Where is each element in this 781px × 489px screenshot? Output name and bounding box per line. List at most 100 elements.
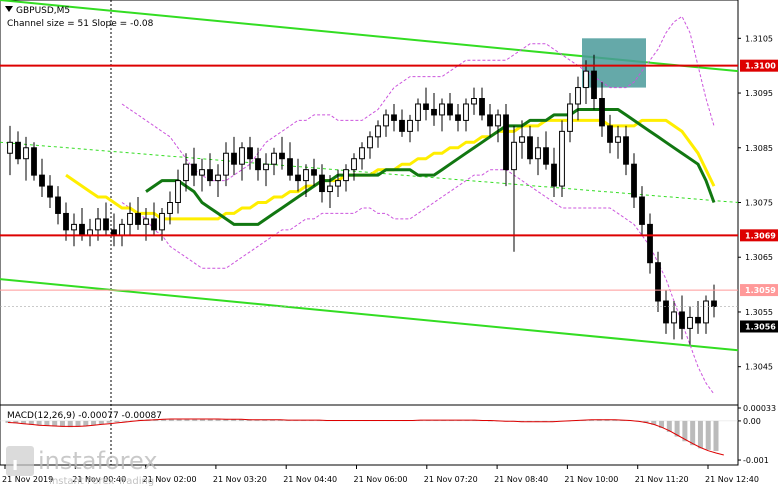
macd-histogram-bar xyxy=(114,420,120,423)
macd-histogram-bar xyxy=(705,420,711,450)
macd-histogram-bar xyxy=(254,419,260,421)
candle xyxy=(655,251,661,312)
candle-body-down xyxy=(279,152,285,160)
candle-body-up xyxy=(511,141,517,171)
candle xyxy=(503,103,509,187)
candle xyxy=(359,142,365,170)
candle-body-up xyxy=(271,152,277,165)
y-tick-label: 1.3045 xyxy=(745,363,773,372)
candle xyxy=(263,153,269,187)
macd-histogram-bar xyxy=(643,420,649,423)
candle xyxy=(295,158,301,192)
candle-body-down xyxy=(431,108,437,116)
level-price-box xyxy=(740,229,778,242)
macd-histogram-bar xyxy=(589,419,595,421)
candle-body-down xyxy=(15,141,21,160)
candle-body-down xyxy=(455,114,461,121)
candle xyxy=(703,295,709,334)
candle-body-down xyxy=(311,169,317,176)
candle-body-up xyxy=(407,119,413,132)
macd-histogram-bar xyxy=(674,420,680,437)
candle xyxy=(215,164,221,198)
macd-histogram-bar xyxy=(91,420,97,426)
macd-histogram-bar xyxy=(612,419,618,421)
x-tick-label: 21 Nov 07:20 xyxy=(424,475,478,484)
candle-body-down xyxy=(295,174,301,182)
macd-signal-line xyxy=(7,418,724,456)
candle xyxy=(343,164,349,192)
candle xyxy=(31,142,37,181)
candle xyxy=(679,295,685,340)
candle xyxy=(103,202,109,236)
candle-body-down xyxy=(423,103,429,110)
candle-body-down xyxy=(527,136,533,160)
candle-body-up xyxy=(415,103,421,121)
levels-layer: 1.3100 1.3069 1.3059 1.3056 xyxy=(0,59,778,333)
candle xyxy=(399,109,405,137)
instaforex-watermark: ı instaforex Instant Forex Trading xyxy=(6,446,158,487)
time-axis: 21 Nov 2019 21 Nov 00:40 21 Nov 02:00 21 No… xyxy=(2,465,759,484)
channel-info-label: Channel size = 51 Slope = -0.08 xyxy=(7,19,154,29)
candle xyxy=(287,142,293,181)
candle-body-up xyxy=(159,212,165,231)
candle-body-up xyxy=(127,212,133,225)
candle xyxy=(199,158,205,192)
candle xyxy=(631,153,637,208)
x-tick-label: 21 Nov 02:00 xyxy=(143,475,197,484)
candle xyxy=(423,87,429,121)
candle xyxy=(447,93,453,121)
logo-letter: ı xyxy=(12,454,18,475)
candle-body-up xyxy=(263,163,269,171)
channel-lower-line xyxy=(0,278,739,352)
candle xyxy=(623,125,629,176)
macd-histogram-bar xyxy=(697,420,703,449)
candle xyxy=(575,76,581,121)
macd-histogram-bar xyxy=(690,420,696,446)
candle xyxy=(559,120,565,198)
y-tick-label: 1.3065 xyxy=(745,253,773,262)
watermark-brand: instaforex xyxy=(38,447,158,475)
candle-body-up xyxy=(375,125,381,138)
candle-body-down xyxy=(591,70,597,100)
candle xyxy=(495,109,501,143)
candle-body-down xyxy=(319,174,325,193)
macd-histogram-bar xyxy=(316,420,322,422)
candle xyxy=(327,175,333,208)
collapse-triangle-icon[interactable] xyxy=(5,6,13,12)
candle-body-up xyxy=(119,223,125,236)
x-tick-label: 21 Nov 12:40 xyxy=(705,475,759,484)
macd-y-tick-label: 0.00033 xyxy=(743,404,776,413)
candle xyxy=(439,98,445,132)
candle xyxy=(23,136,29,181)
candle xyxy=(367,131,373,159)
candle xyxy=(383,109,389,137)
level-price-label: 1.3059 xyxy=(745,286,776,295)
macd-histogram-bar xyxy=(223,418,229,421)
candle-body-down xyxy=(623,136,629,165)
y-tick-label: 1.3095 xyxy=(745,89,773,98)
x-tick-label: 21 Nov 04:40 xyxy=(283,475,337,484)
candle-body-up xyxy=(575,87,581,105)
candle xyxy=(639,186,645,236)
candle xyxy=(535,136,541,176)
candle-body-down xyxy=(487,114,493,127)
y-tick-label: 1.3105 xyxy=(745,34,773,43)
macd-y-tick-label: -0.001 xyxy=(743,456,769,465)
candle-body-down xyxy=(39,174,45,187)
macd-histogram-bar xyxy=(59,420,65,427)
x-tick-label: 21 Nov 11:20 xyxy=(635,475,689,484)
candle-body-down xyxy=(655,262,661,302)
candle-body-down xyxy=(231,152,237,165)
candle-body-down xyxy=(551,163,557,187)
candle-body-up xyxy=(367,136,373,149)
candle xyxy=(479,87,485,121)
candle xyxy=(335,169,341,198)
candle-body-down xyxy=(55,196,61,214)
candle xyxy=(55,186,61,225)
macd-histogram-bar xyxy=(472,420,478,422)
candle-body-down xyxy=(479,98,485,116)
candle-body-down xyxy=(447,103,453,116)
candle-body-down xyxy=(47,185,53,198)
macd-label: MACD(12,26,9) -0.00077 -0.00087 xyxy=(7,411,162,421)
candle-body-up xyxy=(223,152,229,176)
